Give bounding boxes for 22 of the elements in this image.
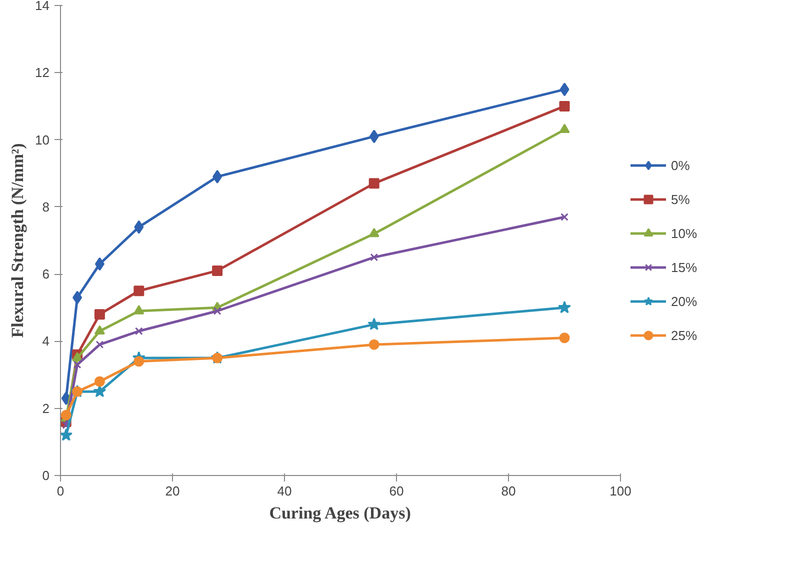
legend-label: 10% (671, 226, 698, 240)
x-tick-label: 40 (277, 484, 292, 498)
legend-label: 15% (671, 260, 698, 274)
y-tick-label: 8 (42, 199, 50, 214)
legend-label: 25% (671, 328, 698, 342)
x-axis-title: Curing Ages (Days) (269, 504, 411, 522)
x-tick-label: 0 (56, 484, 64, 498)
legend-label: 20% (671, 294, 698, 308)
y-tick-label: 14 (35, 0, 50, 13)
y-tick-label: 6 (42, 266, 50, 282)
legend-label: 5% (671, 192, 691, 206)
legend-label: 0% (671, 158, 691, 172)
y-tick-label: 10 (35, 132, 50, 148)
y-tick-label: 4 (42, 334, 50, 349)
y-axis-title: Flexural Strength (N/mm²) (8, 143, 28, 338)
y-tick-label: 0 (42, 468, 50, 483)
x-tick-label: 100 (610, 484, 632, 498)
y-tick-label: 12 (35, 65, 50, 80)
x-tick-label: 80 (501, 484, 516, 498)
x-tick-label: 60 (389, 484, 404, 498)
x-tick-label: 20 (165, 484, 180, 498)
y-tick-label: 2 (42, 400, 50, 416)
